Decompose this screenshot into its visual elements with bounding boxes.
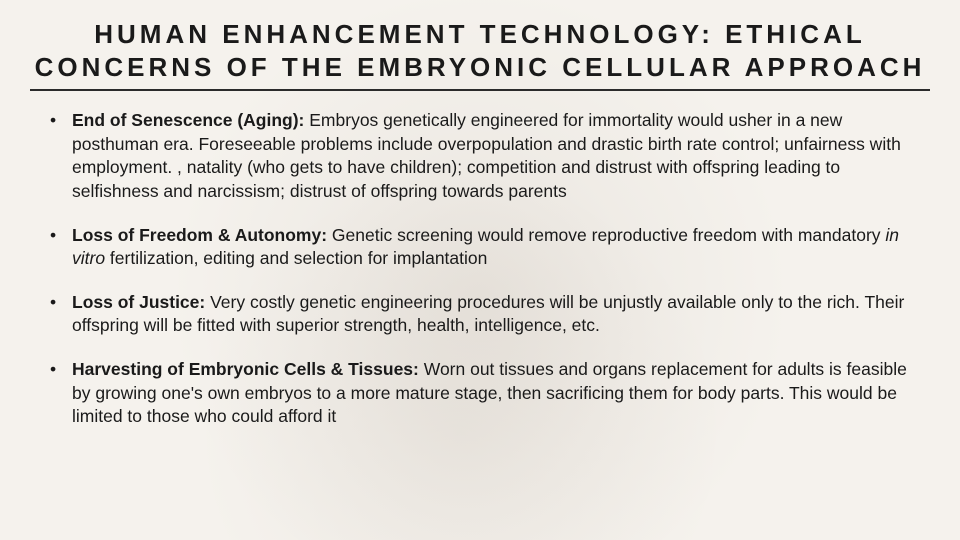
bullet-lead: End of Senescence (Aging): — [72, 110, 304, 130]
bullet-lead: Loss of Freedom & Autonomy: — [72, 225, 327, 245]
bullet-lead: Harvesting of Embryonic Cells & Tissues: — [72, 359, 419, 379]
slide: HUMAN ENHANCEMENT TECHNOLOGY: ETHICAL CO… — [0, 0, 960, 540]
bullet-list: End of Senescence (Aging): Embryos genet… — [30, 109, 930, 429]
bullet-body-post: fertilization, editing and selection for… — [105, 248, 487, 268]
bullet-item: Loss of Justice: Very costly genetic eng… — [50, 291, 924, 338]
bullet-lead: Loss of Justice: — [72, 292, 205, 312]
slide-title: HUMAN ENHANCEMENT TECHNOLOGY: ETHICAL CO… — [30, 18, 930, 83]
title-underline — [30, 89, 930, 91]
bullet-body-pre: Genetic screening would remove reproduct… — [327, 225, 885, 245]
bullet-item: Loss of Freedom & Autonomy: Genetic scre… — [50, 224, 924, 271]
title-line-2: CONCERNS OF THE EMBRYONIC CELLULAR APPRO… — [30, 51, 930, 84]
title-line-1: HUMAN ENHANCEMENT TECHNOLOGY: ETHICAL — [30, 18, 930, 51]
bullet-item: Harvesting of Embryonic Cells & Tissues:… — [50, 358, 924, 429]
bullet-item: End of Senescence (Aging): Embryos genet… — [50, 109, 924, 204]
